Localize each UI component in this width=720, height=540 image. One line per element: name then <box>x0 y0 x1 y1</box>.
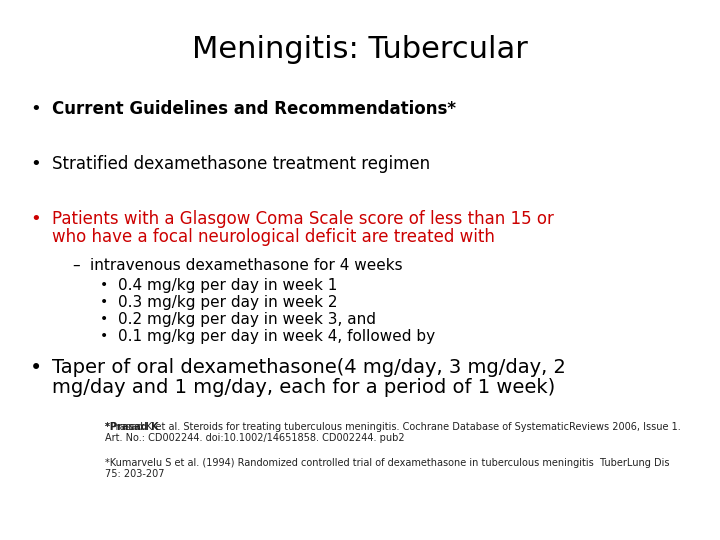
Text: •: • <box>100 295 108 309</box>
Text: *Kumarvelu S et al. (1994) Randomized controlled trial of dexamethasone in tuber: *Kumarvelu S et al. (1994) Randomized co… <box>105 458 670 468</box>
Text: 0.1 mg/kg per day in week 4, followed by: 0.1 mg/kg per day in week 4, followed by <box>118 329 435 344</box>
Text: *Prasad K et al. Steroids for treating tuberculous meningitis. Cochrane Database: *Prasad K et al. Steroids for treating t… <box>105 422 680 432</box>
Text: •: • <box>30 358 42 378</box>
Text: •: • <box>100 312 108 326</box>
Text: *Prasad K: *Prasad K <box>105 422 162 432</box>
Text: Patients with a Glasgow Coma Scale score of less than 15 or: Patients with a Glasgow Coma Scale score… <box>52 210 554 228</box>
Text: •: • <box>100 278 108 292</box>
Text: mg/day and 1 mg/day, each for a period of 1 week): mg/day and 1 mg/day, each for a period o… <box>52 378 555 397</box>
Text: •: • <box>100 329 108 343</box>
Text: 0.4 mg/kg per day in week 1: 0.4 mg/kg per day in week 1 <box>118 278 338 293</box>
Text: Art. No.: CD002244. doi:10.1002/14651858. CD002244. pub2: Art. No.: CD002244. doi:10.1002/14651858… <box>105 433 405 443</box>
Text: Current Guidelines and Recommendations*: Current Guidelines and Recommendations* <box>52 100 456 118</box>
Text: Taper of oral dexamethasone(4 mg/day, 3 mg/day, 2: Taper of oral dexamethasone(4 mg/day, 3 … <box>52 358 566 377</box>
Text: •: • <box>30 210 41 228</box>
Text: intravenous dexamethasone for 4 weeks: intravenous dexamethasone for 4 weeks <box>90 258 402 273</box>
Text: •: • <box>30 100 41 118</box>
Text: who have a focal neurological deficit are treated with: who have a focal neurological deficit ar… <box>52 228 495 246</box>
Text: 0.3 mg/kg per day in week 2: 0.3 mg/kg per day in week 2 <box>118 295 338 310</box>
Text: 0.2 mg/kg per day in week 3, and: 0.2 mg/kg per day in week 3, and <box>118 312 376 327</box>
Text: •: • <box>30 155 41 173</box>
Text: Stratified dexamethasone treatment regimen: Stratified dexamethasone treatment regim… <box>52 155 430 173</box>
Text: –: – <box>72 258 80 273</box>
Text: 75: 203-207: 75: 203-207 <box>105 469 164 479</box>
Text: Meningitis: Tubercular: Meningitis: Tubercular <box>192 35 528 64</box>
